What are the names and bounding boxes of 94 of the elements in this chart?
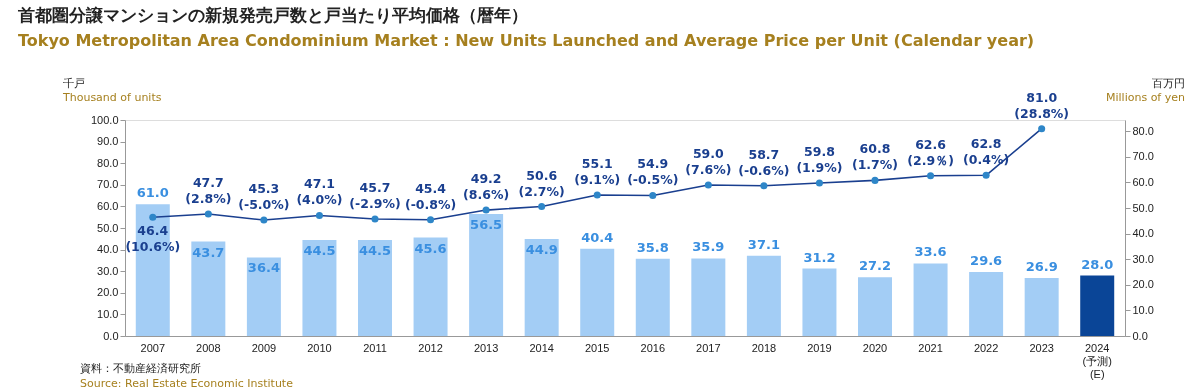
- y-tick-label: 40.0: [97, 243, 119, 256]
- y2-tick-label: 20.0: [1132, 278, 1154, 291]
- y2-tick-label: 50.0: [1132, 201, 1154, 214]
- data-label: 29.6: [970, 253, 1003, 269]
- x-tick-label: 2017: [696, 341, 721, 354]
- bar: [191, 241, 226, 336]
- data-label: 36.4: [247, 260, 280, 276]
- data-label: 40.4: [581, 229, 614, 245]
- bar: [746, 255, 781, 336]
- x-tick-label: 2022: [973, 341, 999, 354]
- bar: [302, 239, 337, 336]
- data-label: 37.1: [747, 236, 780, 252]
- x-tick-label: 2007: [140, 341, 166, 354]
- data-label: 35.8: [636, 239, 669, 255]
- data-label: 81.0 (28.8%): [1014, 89, 1070, 121]
- bar: [1080, 275, 1115, 336]
- y-tick-label: 80.0: [97, 156, 119, 169]
- bar: [246, 257, 281, 336]
- bar: [969, 272, 1004, 336]
- x-tick-label: 2010: [307, 341, 332, 354]
- bar: [580, 248, 615, 336]
- x-tick-label: 2016: [640, 341, 666, 354]
- y-axis-title: 千戸 Thousand of units: [62, 77, 162, 104]
- data-label: 44.5: [358, 242, 392, 258]
- x-tick-label: 2023: [1029, 341, 1054, 354]
- chart-title: 首都圏分譲マンションの新規発売戸数と戸当たり平均価格（暦年）: [17, 5, 528, 25]
- y-tick-label: 0.0: [103, 329, 119, 342]
- data-label: 44.9: [525, 242, 558, 258]
- data-label: 43.7: [192, 244, 225, 260]
- bar: [469, 213, 504, 336]
- y2-tick-label: 10.0: [1132, 303, 1154, 316]
- y-tick-label: 70.0: [97, 178, 119, 191]
- data-label: 47.1 (4.0%): [296, 176, 343, 208]
- data-label: 60.8 (1.7%): [851, 141, 899, 173]
- data-label: 50.6 (2.7%): [518, 167, 565, 199]
- data-label: 45.7 (-2.9%): [349, 180, 401, 212]
- data-label: 45.4 (-0.8%): [404, 180, 457, 212]
- data-label: 33.6: [914, 244, 947, 260]
- data-label: 61.0: [136, 185, 169, 201]
- x-tick-label: 2021: [918, 341, 943, 354]
- y-tick-label: 100.0: [90, 113, 119, 126]
- x-tick-label: 2012: [418, 341, 443, 354]
- y-tick-label: 10.0: [97, 307, 119, 320]
- data-label: 55.1 (9.1%): [574, 155, 621, 187]
- y2-tick-label: 60.0: [1132, 175, 1154, 188]
- x-tick-label: 2015: [584, 341, 610, 354]
- y-tick-label: 90.0: [97, 135, 119, 148]
- x-tick-label: 2013: [473, 341, 499, 354]
- data-label: 28.0: [1081, 256, 1114, 272]
- y-tick-label: 50.0: [97, 221, 119, 234]
- y2-tick-label: 0.0: [1132, 329, 1148, 342]
- y2-tick-label: 70.0: [1132, 150, 1154, 163]
- y2-tick-label: 80.0: [1132, 124, 1154, 137]
- bar: [524, 239, 559, 336]
- text: 資料：不動産経済研究所: [80, 362, 201, 375]
- data-label: 58.7 (-0.6%): [738, 146, 790, 178]
- bar: [413, 237, 448, 336]
- x-tick-label: 2014: [529, 341, 554, 354]
- bar: [802, 268, 837, 336]
- x-tick-label: 2024 (予測) (E): [1082, 341, 1112, 380]
- data-label: 59.0 (7.6%): [685, 146, 732, 177]
- data-label: 27.2: [858, 258, 892, 274]
- x-tick-label: 2009: [251, 341, 277, 354]
- data-label: 59.8 (1.9%): [796, 143, 843, 175]
- data-label: 44.5: [303, 242, 336, 258]
- x-tick-label: 2020: [862, 341, 888, 354]
- bar: [691, 258, 726, 336]
- data-label: 54.9 (-0.5%): [627, 156, 679, 188]
- data-label: 49.2 (8.6%): [463, 171, 510, 203]
- x-tick-label: 2018: [751, 341, 777, 354]
- data-label: 45.6: [414, 240, 447, 256]
- bar: [858, 277, 892, 336]
- x-tick-label: 2019: [807, 341, 832, 354]
- y-tick-label: 60.0: [97, 199, 119, 212]
- x-tick-label: 2008: [196, 341, 221, 354]
- bar: [1024, 277, 1059, 336]
- data-label: 47.7 (2.8%): [185, 174, 232, 206]
- y2-tick-label: 30.0: [1132, 252, 1154, 265]
- source-note: Source: Real Estate Economic Institute: [80, 377, 294, 390]
- data-label: 26.9: [1025, 258, 1058, 274]
- bar: [913, 263, 948, 336]
- x-tick-label: 2011: [363, 341, 387, 354]
- y2-tick-label: 40.0: [1132, 227, 1154, 240]
- y2-axis-title: 百万円 Millions of yen: [1106, 77, 1186, 104]
- y-tick-label: 30.0: [97, 264, 119, 277]
- bar: [635, 258, 670, 336]
- data-label: 31.2: [803, 249, 836, 265]
- y-tick-label: 20.0: [97, 286, 119, 299]
- data-label: 35.9: [692, 239, 725, 255]
- data-label: 45.3 (-5.0%): [238, 181, 290, 213]
- chart-subtitle: Tokyo Metropolitan Area Condominium Market : New Units Launched and Average Price per Unit (Calendar year): [18, 31, 1035, 50]
- data-label: 62.6 (2.9％): [907, 136, 954, 168]
- bar: [358, 239, 392, 336]
- data-label: 56.5: [470, 216, 503, 232]
